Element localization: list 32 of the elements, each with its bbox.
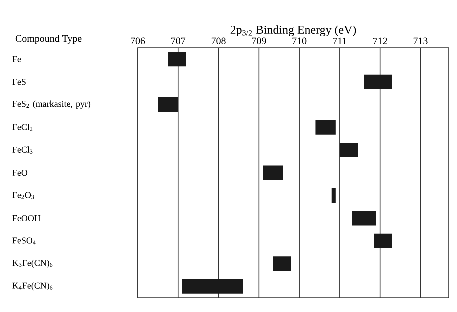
y-tick-label: FeCl$_{3}$: [12, 146, 33, 154]
bar: [340, 143, 358, 158]
y-tick-label: K$_{3}$Fe(CN)$_{6}$: [12, 260, 53, 268]
x-tick-label: 710: [292, 38, 307, 44]
y-tick-label: FeS: [12, 79, 26, 86]
bar: [316, 120, 336, 135]
y-tick-label: FeSO$_{4}$: [12, 238, 36, 245]
y-tick-label: FeO: [12, 170, 28, 176]
x-tick-label: 706: [131, 38, 146, 44]
bar: [168, 52, 186, 67]
x-tick-label: 708: [212, 38, 226, 44]
y-tick-label: FeCl$_{2}$: [12, 124, 33, 132]
x-tick-label: 713: [414, 38, 428, 44]
bar: [374, 234, 392, 248]
x-tick-label: 712: [374, 38, 388, 44]
bar: [364, 74, 392, 90]
bar: [182, 279, 244, 294]
y-tick-label: Fe: [12, 56, 22, 62]
bar: [332, 188, 336, 204]
y-tick-label: FeOOH: [12, 215, 41, 222]
x-tick-label: 711: [333, 38, 347, 44]
y-tick-label: Fe$_{2}$O$_{3}$: [12, 192, 34, 200]
bar: [273, 256, 292, 272]
bar: [158, 98, 178, 112]
chart-title: 2p$_{3/2}$ Binding Energy (eV): [230, 26, 356, 37]
y-axis-title: Compound Type: [16, 35, 82, 44]
y-tick-label: K$_{4}$Fe(CN)$_{6}$: [12, 282, 53, 291]
x-tick-label: 709: [252, 38, 266, 44]
bar: [352, 211, 376, 226]
bar: [263, 166, 284, 180]
y-tick-label: FeS$_{2}$ (markasite, pyr): [12, 100, 91, 109]
x-tick-label: 707: [172, 38, 186, 44]
